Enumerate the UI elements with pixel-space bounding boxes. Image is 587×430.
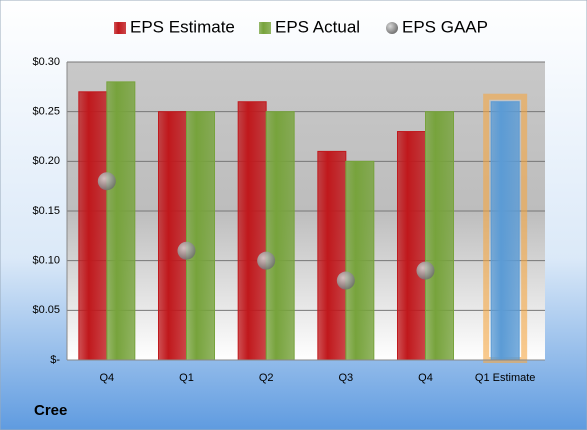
x-tick-label: Q3 — [338, 372, 353, 384]
bar — [186, 111, 215, 361]
y-tick-label: $0.05 — [32, 304, 60, 316]
bar — [106, 81, 136, 361]
y-tick-label: $0.25 — [32, 106, 60, 118]
bubble — [416, 261, 435, 280]
bar — [158, 111, 187, 361]
bubble — [336, 271, 355, 290]
legend-label: EPS GAAP — [402, 17, 488, 36]
y-tick-label: $0.10 — [32, 255, 60, 267]
bar — [317, 150, 347, 361]
legend-label: EPS Actual — [275, 17, 360, 36]
y-tick-label: $0.20 — [32, 155, 60, 167]
x-tick-label: Q2 — [259, 372, 274, 384]
bar — [237, 101, 267, 361]
bubble — [177, 241, 196, 260]
legend-marker — [114, 22, 126, 34]
bar — [397, 131, 426, 361]
bar — [425, 111, 454, 361]
legend-label: EPS Estimate — [130, 17, 235, 36]
legend-marker — [259, 22, 271, 34]
x-tick-label: Q4 — [99, 372, 114, 384]
y-tick-label: $0.30 — [32, 56, 60, 68]
x-tick-label: Q1 Estimate — [475, 372, 536, 384]
bar — [78, 91, 108, 361]
x-tick-label: Q1 — [179, 372, 194, 384]
bar — [490, 101, 520, 361]
legend-marker — [386, 22, 398, 34]
bubble — [97, 172, 116, 191]
x-tick-label: Q4 — [418, 372, 433, 384]
bubble — [257, 251, 276, 270]
y-tick-label: $0.15 — [32, 205, 60, 217]
bar — [265, 111, 295, 361]
bar — [345, 160, 375, 361]
y-tick-label: $- — [50, 354, 60, 366]
company: Cree — [34, 402, 67, 419]
